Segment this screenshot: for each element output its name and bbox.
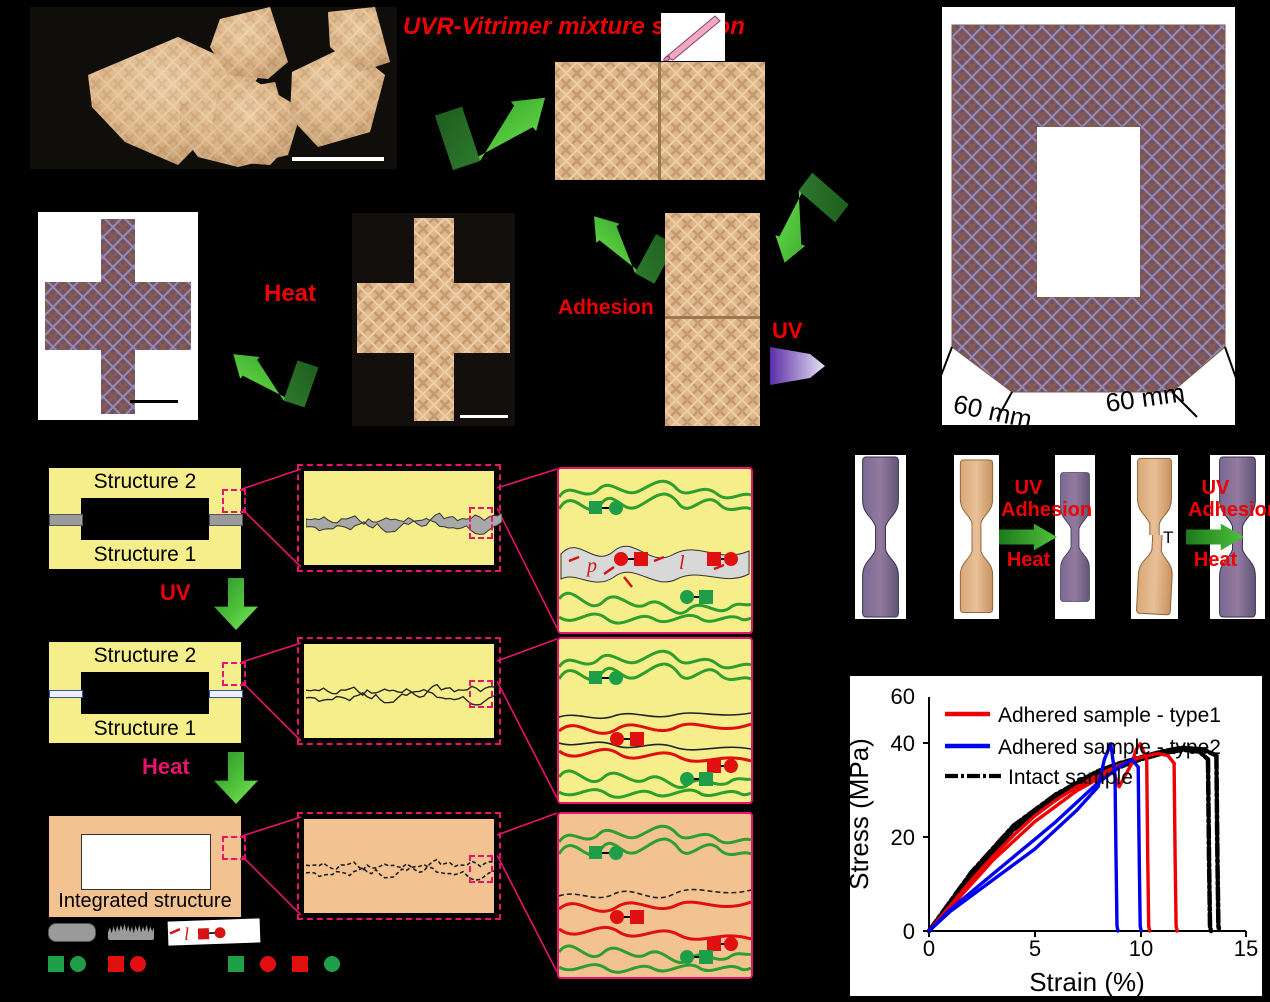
svg-text:0: 0 — [903, 919, 915, 944]
svg-text:40: 40 — [891, 731, 915, 756]
svg-text:0: 0 — [923, 936, 935, 961]
svg-text:5: 5 — [1029, 936, 1041, 961]
svg-text:10: 10 — [1129, 936, 1153, 961]
svg-text:Stress (MPa): Stress (MPa) — [850, 738, 874, 890]
svg-text:p: p — [585, 555, 597, 577]
svg-text:Intact sample: Intact sample — [1008, 766, 1133, 789]
svg-text:60: 60 — [891, 684, 915, 709]
svg-text:Adhered sample - type1: Adhered sample - type1 — [998, 704, 1221, 727]
svg-text:15: 15 — [1234, 936, 1258, 961]
svg-text:Strain (%): Strain (%) — [1029, 967, 1145, 997]
svg-text:l: l — [184, 924, 190, 944]
svg-text:20: 20 — [891, 825, 915, 850]
svg-text:Adhered sample - type2: Adhered sample - type2 — [998, 736, 1221, 759]
svg-text:l: l — [679, 552, 685, 574]
